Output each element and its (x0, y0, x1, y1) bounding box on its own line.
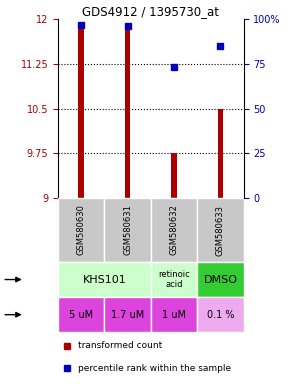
Bar (197, 297, 244, 332)
Bar (58, 198, 104, 262)
Text: DMSO: DMSO (203, 275, 238, 285)
Text: GSM580630: GSM580630 (77, 205, 86, 255)
Text: GSM580632: GSM580632 (169, 205, 179, 255)
Text: 1.7 uM: 1.7 uM (111, 310, 144, 319)
Bar (218, 109, 223, 198)
Bar (78, 25, 84, 198)
Text: GSM580633: GSM580633 (216, 205, 225, 255)
Text: 0.1 %: 0.1 % (207, 310, 234, 319)
Text: retinoic
acid: retinoic acid (158, 270, 190, 289)
Text: transformed count: transformed count (78, 341, 163, 350)
Bar (58, 297, 104, 332)
Text: 1 uM: 1 uM (162, 310, 186, 319)
Text: percentile rank within the sample: percentile rank within the sample (78, 364, 231, 373)
Bar (171, 153, 177, 198)
Text: GSM580631: GSM580631 (123, 205, 132, 255)
Text: KHS101: KHS101 (83, 275, 126, 285)
Bar (125, 28, 130, 198)
Bar (151, 262, 197, 297)
Text: agent: agent (0, 275, 1, 285)
Bar (151, 198, 197, 262)
Title: GDS4912 / 1395730_at: GDS4912 / 1395730_at (82, 5, 219, 18)
Bar (58, 262, 151, 297)
Bar (197, 262, 244, 297)
Bar (104, 198, 151, 262)
Text: dose: dose (0, 310, 1, 319)
Bar (104, 297, 151, 332)
Text: 5 uM: 5 uM (69, 310, 93, 319)
Bar (151, 297, 197, 332)
Bar (197, 198, 244, 262)
